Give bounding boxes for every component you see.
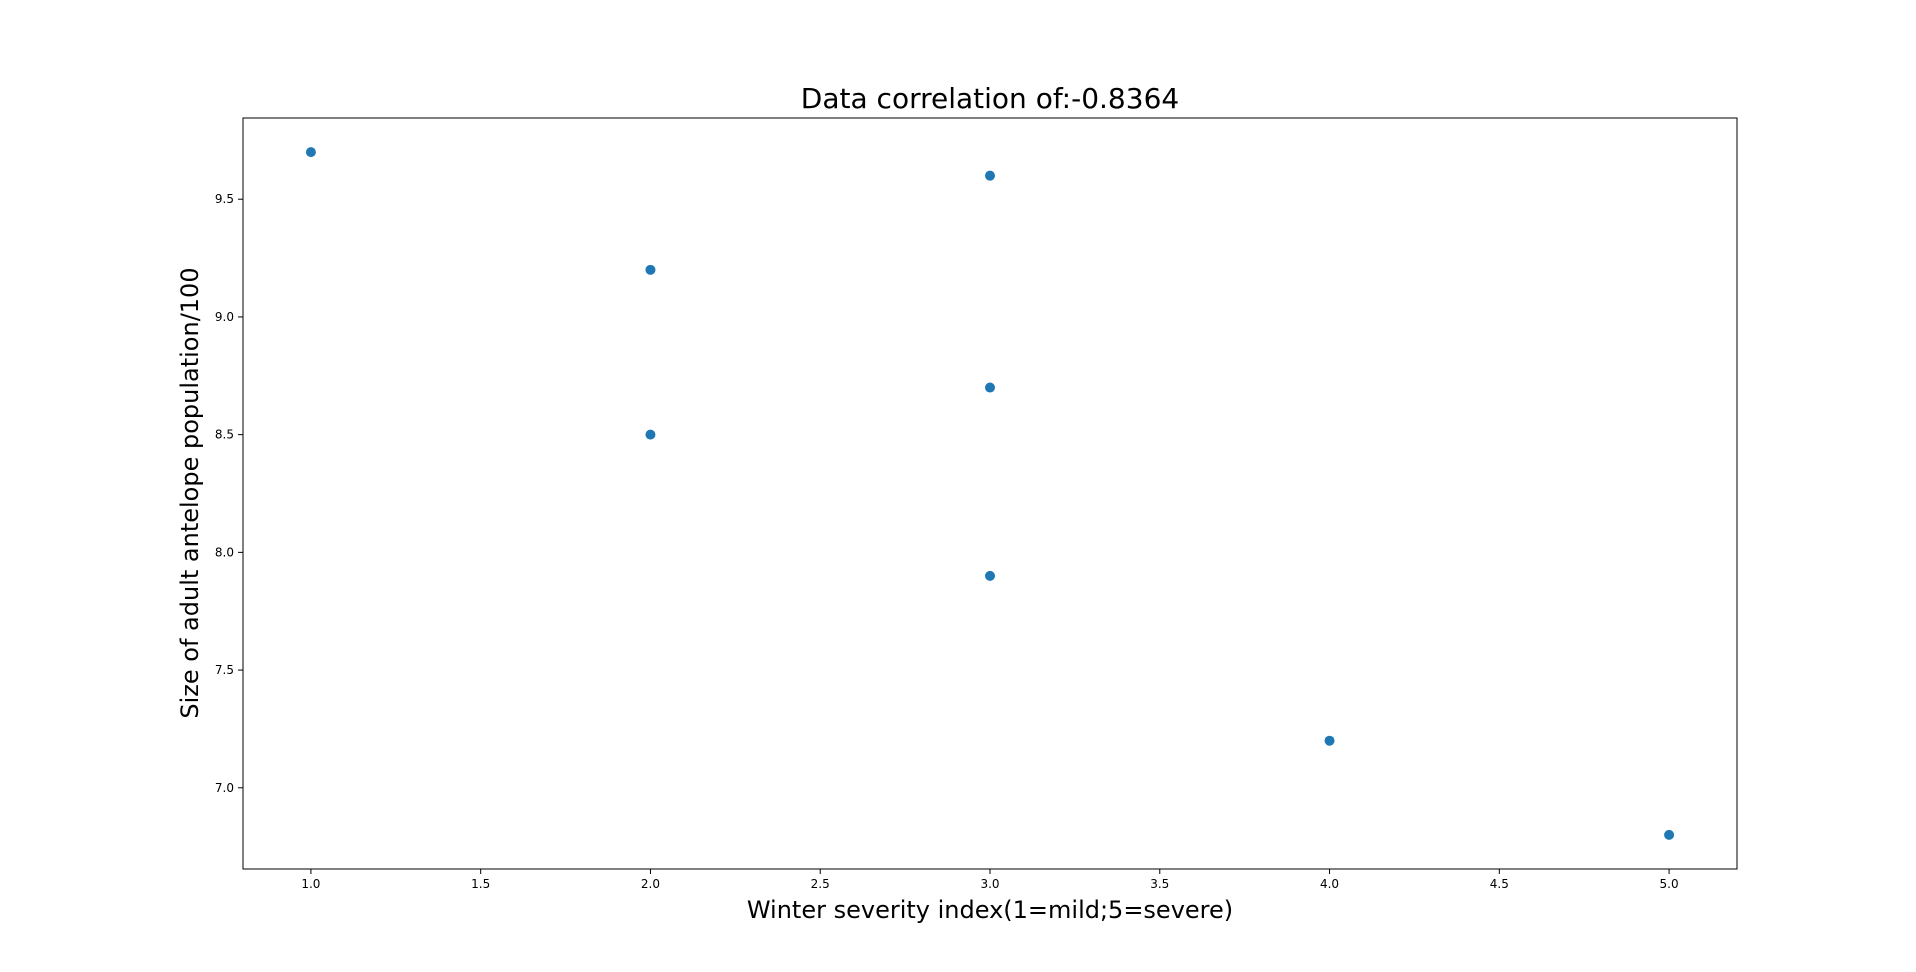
x-tick-label: 4.5 bbox=[1490, 877, 1509, 891]
data-point bbox=[1664, 829, 1675, 840]
x-tick-label: 5.0 bbox=[1660, 877, 1679, 891]
y-tick-label: 7.5 bbox=[215, 663, 234, 677]
data-point bbox=[305, 147, 316, 158]
y-axis-ticks: 7.0 7.5 8.0 8.5 9.0 9.5 bbox=[215, 192, 243, 795]
x-tick-label: 2.5 bbox=[811, 877, 830, 891]
y-tick-label: 8.5 bbox=[215, 428, 234, 442]
data-point bbox=[985, 570, 995, 581]
x-axis-label: Winter severity index(1=mild;5=severe) bbox=[747, 896, 1233, 924]
data-point bbox=[645, 264, 656, 275]
x-tick-label: 1.5 bbox=[471, 877, 490, 891]
plot-area-frame bbox=[242, 117, 1738, 870]
data-point bbox=[985, 382, 995, 393]
data-point bbox=[645, 429, 656, 440]
x-axis-ticks: 1.0 1.5 2.0 2.5 3.0 3.5 4.0 4.5 5.0 bbox=[301, 869, 1679, 891]
x-tick-label: 4.0 bbox=[1320, 877, 1339, 891]
data-point bbox=[1324, 735, 1335, 746]
y-tick-label: 8.0 bbox=[215, 545, 234, 559]
x-tick-label: 2.0 bbox=[641, 877, 660, 891]
y-tick-label: 9.0 bbox=[215, 310, 234, 324]
x-tick-label: 3.5 bbox=[1150, 877, 1169, 891]
x-tick-label: 3.0 bbox=[980, 877, 999, 891]
y-tick-label: 7.0 bbox=[215, 781, 234, 795]
y-tick-label: 9.5 bbox=[215, 192, 234, 206]
x-tick-label: 1.0 bbox=[301, 877, 320, 891]
y-axis-label: Size of adult antelope population/100 bbox=[176, 267, 204, 718]
data-point bbox=[985, 170, 995, 181]
chart-title: Data correlation of:-0.8364 bbox=[801, 82, 1179, 115]
data-points bbox=[305, 147, 1675, 840]
